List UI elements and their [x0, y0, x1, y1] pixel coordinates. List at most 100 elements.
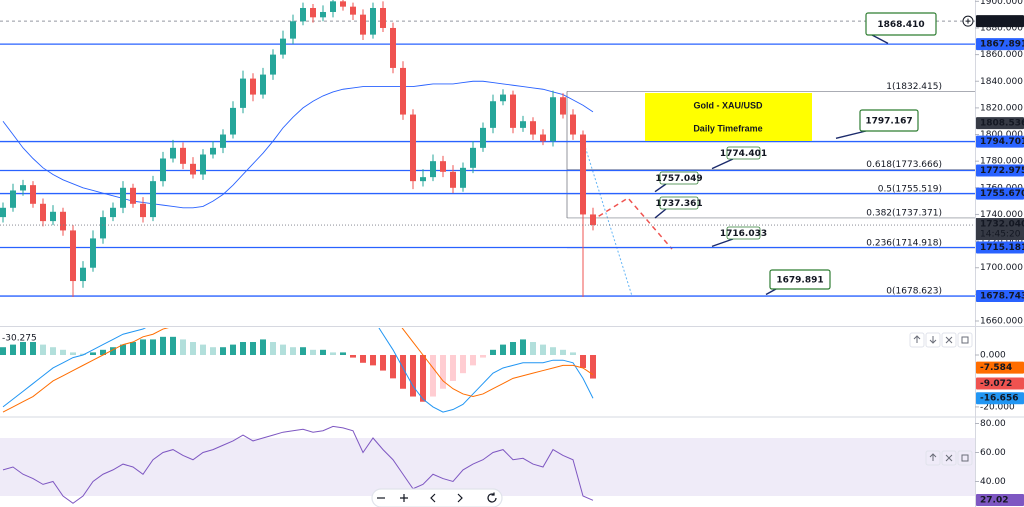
candle-body — [370, 7, 376, 35]
y-tick-label: 1860.000 — [980, 50, 1023, 60]
countdown-label: 14:45:20 — [980, 230, 1021, 240]
histogram-bar — [490, 349, 496, 355]
histogram-bar — [100, 349, 106, 355]
candle-body — [100, 217, 106, 239]
close-button[interactable] — [941, 332, 957, 348]
y-tick-label: 0.000 — [980, 350, 1006, 360]
candle-body — [500, 94, 506, 102]
fib-label: 0.618(1773.666) — [866, 160, 942, 170]
y-tick-label: 80.00 — [980, 419, 1006, 429]
y-tick-label: -20.000 — [980, 402, 1015, 412]
candle-body — [440, 161, 446, 172]
candle-body — [360, 14, 366, 35]
move-up-button[interactable] — [909, 332, 925, 348]
candle-body — [480, 127, 486, 148]
move-up-button[interactable] — [925, 450, 941, 466]
candle-body — [260, 74, 266, 95]
maximize-button[interactable] — [957, 332, 973, 348]
candle-body — [330, 1, 336, 12]
level-badge — [976, 241, 1024, 254]
y-tick-label: 1660.000 — [980, 317, 1023, 327]
callout-box — [769, 269, 831, 290]
histogram-bar — [450, 354, 456, 381]
candle-body — [230, 107, 236, 135]
candle-body — [300, 7, 306, 22]
histogram-bar — [520, 339, 526, 355]
callout-label: 1797.167 — [865, 117, 912, 127]
histogram-bar — [50, 347, 56, 355]
rsi-band — [0, 438, 975, 496]
histogram-bar — [310, 349, 316, 355]
callout-arrow — [711, 158, 734, 170]
candle-body — [350, 6, 356, 15]
histogram-bar — [220, 347, 226, 355]
level-badge — [976, 38, 1024, 51]
scroll-left-button[interactable] — [430, 493, 436, 503]
candle-body — [190, 163, 196, 175]
y-tick-label: 60.00 — [980, 448, 1006, 458]
histogram-bar — [510, 342, 516, 355]
close-button[interactable] — [941, 450, 957, 466]
histogram-bar — [410, 354, 416, 397]
candle-body — [430, 161, 436, 178]
candle-body — [150, 181, 156, 218]
histogram-bar — [530, 342, 536, 355]
candle-body — [380, 7, 386, 28]
histogram-badge — [976, 377, 1024, 390]
callout-box — [865, 12, 937, 36]
candle-body — [290, 21, 296, 39]
histogram-bar — [70, 352, 76, 355]
candle-body — [550, 97, 556, 142]
level-badge — [976, 135, 1024, 148]
candle-body — [60, 211, 66, 231]
histogram-bar — [360, 354, 366, 363]
histogram-bar — [560, 349, 566, 355]
scroll-right-button[interactable] — [457, 493, 463, 503]
signal-line — [2, 328, 594, 413]
candle-body — [70, 230, 76, 282]
rsi-badge-label: 27.02 — [980, 496, 1008, 506]
candle-body — [320, 11, 326, 18]
histogram-bar — [380, 354, 386, 371]
histogram-bar — [470, 354, 476, 366]
candle-body — [270, 54, 276, 75]
candle-body — [250, 78, 256, 95]
candle-body — [570, 114, 576, 135]
histogram-bar — [170, 336, 176, 355]
move-down-button[interactable] — [925, 332, 941, 348]
callout-arrow — [711, 238, 734, 248]
level-badge-label: 1794.701 — [980, 137, 1024, 147]
candle-body — [470, 147, 476, 168]
histogram-bar — [400, 354, 406, 389]
histogram-bar — [390, 354, 396, 379]
signal-badge-label: -7.584 — [980, 363, 1012, 373]
macd-badge — [976, 392, 1024, 405]
candle-body — [170, 147, 176, 159]
y-tick-label: 40.00 — [980, 477, 1006, 487]
candle-body — [280, 38, 286, 55]
candle-body — [0, 207, 6, 218]
maximize-button[interactable] — [957, 450, 973, 466]
y-tick-label: 1820.000 — [980, 103, 1023, 113]
histogram-bar — [580, 354, 586, 368]
histogram-bar — [60, 349, 66, 355]
histogram-bar — [280, 344, 286, 355]
y-tick-label: 1840.000 — [980, 77, 1023, 87]
histogram-bar — [480, 354, 486, 358]
level-badge — [976, 164, 1024, 177]
candle-body — [110, 207, 116, 218]
level-badge — [976, 290, 1024, 303]
candle-body — [20, 185, 26, 191]
macd-pane-buttons — [909, 332, 973, 348]
callout-label: 1774.401 — [720, 149, 767, 159]
level-badge-label: 1715.181 — [980, 243, 1024, 253]
last-price-label: 1732.040 — [980, 220, 1024, 230]
reset-button[interactable] — [487, 492, 497, 503]
histogram-bar — [540, 344, 546, 355]
candle-body — [580, 134, 586, 215]
candle-body — [200, 154, 206, 175]
zoom-in-button[interactable] — [400, 494, 408, 502]
histogram-bar — [20, 342, 26, 355]
histogram-badge-label: -9.072 — [980, 379, 1012, 389]
crosshair-badge-label: 1885.127 — [980, 17, 1024, 27]
